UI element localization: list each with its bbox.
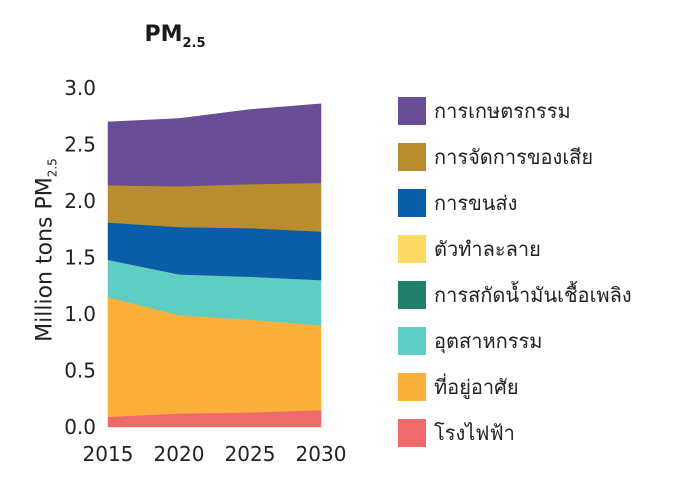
x-tick-label: 2020	[154, 442, 205, 466]
legend-swatch	[398, 235, 426, 263]
y-tick-label: 3.0	[64, 76, 96, 100]
y-tick-label: 0.0	[64, 415, 96, 439]
area-series-6	[107, 182, 322, 232]
x-tick-label: 2030	[296, 442, 347, 466]
legend-label: การจัดการของเสีย	[434, 145, 594, 169]
legend-swatch	[398, 97, 426, 125]
legend-label: ตัวทำละลาย	[434, 237, 541, 261]
legend-item: ตัวทำละลาย	[398, 226, 632, 272]
legend-item: โรงไฟฟ้า	[398, 410, 632, 456]
area-series-7	[107, 103, 322, 187]
legend-label: การสกัดน้ำมันเชื้อเพลิง	[434, 283, 632, 307]
legend-label: อุตสาหกรรม	[434, 329, 543, 353]
y-tick-label: 1.0	[64, 302, 96, 326]
y-tick-label: 1.5	[64, 246, 96, 270]
y-tick-label: 2.5	[64, 133, 96, 157]
legend-item: ที่อยู่อาศัย	[398, 364, 632, 410]
legend-item: การสกัดน้ำมันเชื้อเพลิง	[398, 272, 632, 318]
legend-label: ที่อยู่อาศัย	[434, 375, 519, 399]
legend-swatch	[398, 419, 426, 447]
y-tick-label: 2.0	[64, 189, 96, 213]
chart-title: PM2.5	[144, 22, 206, 51]
x-tick-label: 2015	[83, 442, 134, 466]
x-tick-label: 2025	[225, 442, 276, 466]
legend-label: การเกษตรกรรม	[434, 99, 571, 123]
legend-item: การจัดการของเสีย	[398, 134, 632, 180]
legend-item: อุตสาหกรรม	[398, 318, 632, 364]
legend-item: การเกษตรกรรม	[398, 88, 632, 134]
legend-swatch	[398, 143, 426, 171]
legend-swatch	[398, 327, 426, 355]
legend-item: การขนส่ง	[398, 180, 632, 226]
legend: การเกษตรกรรมการจัดการของเสียการขนส่งตัวท…	[398, 88, 632, 456]
y-tick-label: 0.5	[64, 359, 96, 383]
legend-label: การขนส่ง	[434, 191, 518, 215]
legend-label: โรงไฟฟ้า	[434, 421, 515, 445]
legend-swatch	[398, 281, 426, 309]
legend-swatch	[398, 373, 426, 401]
legend-swatch	[398, 189, 426, 217]
